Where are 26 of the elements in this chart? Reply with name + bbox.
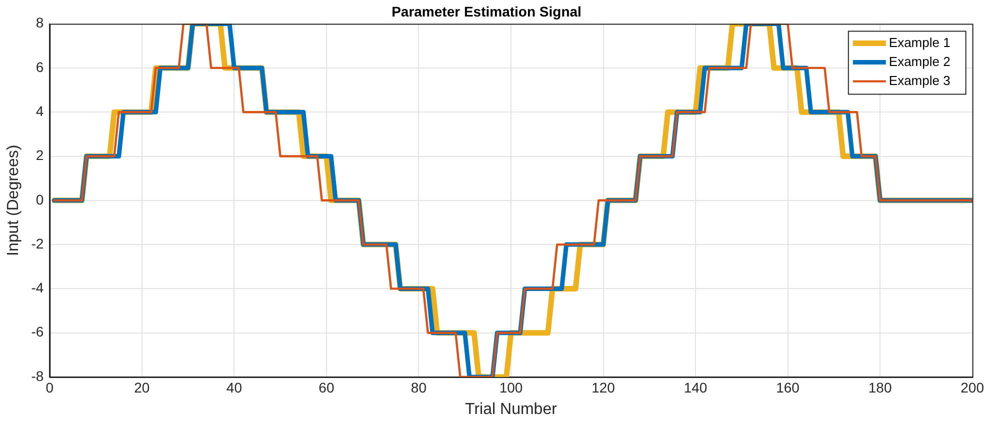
- x-tick-label: 100: [499, 379, 523, 396]
- x-tick-label: 20: [134, 379, 150, 396]
- y-tick-label: 6: [36, 58, 44, 75]
- legend-label: Example 1: [888, 34, 950, 50]
- x-tick-label: 140: [684, 379, 708, 396]
- y-tick-label: -8: [31, 368, 44, 384]
- y-tick-label: -2: [31, 235, 44, 252]
- x-tick-label: 60: [318, 379, 334, 396]
- x-tick-label: 80: [410, 379, 427, 396]
- legend-label: Example 3: [888, 72, 950, 88]
- y-tick-label: -4: [31, 280, 44, 296]
- x-tick-label: 0: [46, 379, 54, 396]
- x-axis-title: Trial Number: [465, 400, 558, 418]
- y-tick-label: 4: [36, 102, 44, 119]
- y-tick-label: -6: [31, 324, 44, 340]
- y-tick-label: 8: [36, 14, 44, 31]
- legend-label: Example 2: [888, 54, 950, 69]
- x-tick-label: 120: [592, 379, 616, 396]
- chart-title: Parameter Estimation Signal: [392, 3, 582, 20]
- x-tick-label: 40: [226, 379, 242, 396]
- x-tick-label: 160: [776, 379, 800, 396]
- y-axis-title: Input (Degrees): [5, 144, 22, 256]
- x-tick-label: 180: [868, 379, 892, 396]
- y-tick-label: 2: [36, 147, 44, 164]
- y-tick-label: 0: [36, 191, 44, 208]
- x-tick-label: 200: [960, 379, 984, 396]
